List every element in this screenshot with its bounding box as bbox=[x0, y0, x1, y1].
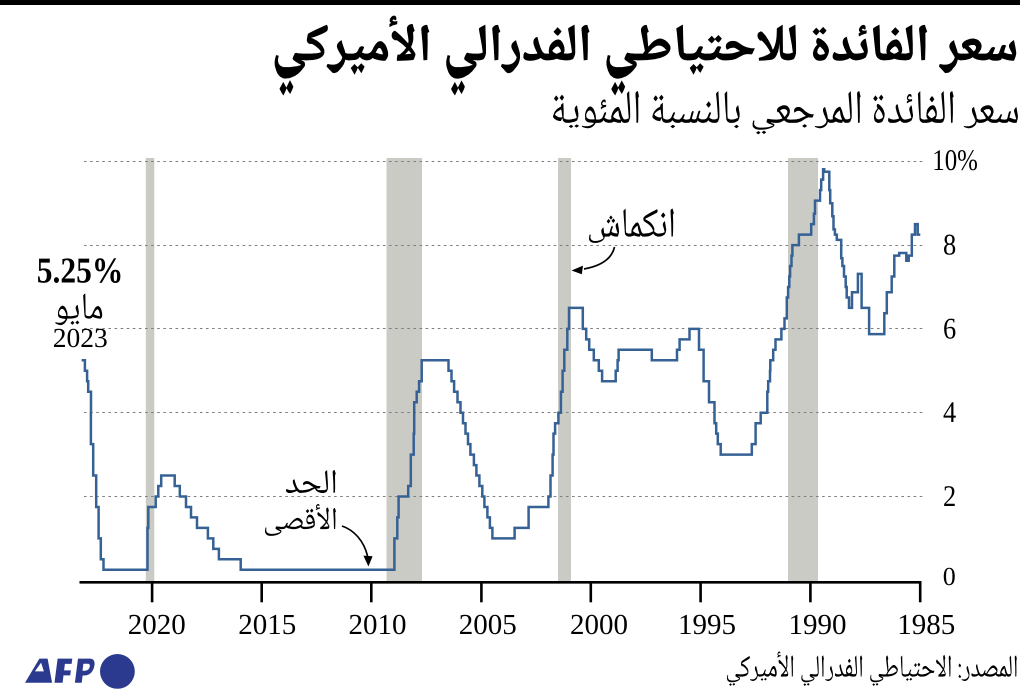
svg-text:10%: 10% bbox=[932, 144, 978, 177]
svg-text:2015: 2015 bbox=[238, 609, 296, 641]
svg-text:0: 0 bbox=[943, 562, 956, 591]
svg-text:2005: 2005 bbox=[459, 609, 517, 641]
svg-text:2023: 2023 bbox=[53, 322, 108, 353]
svg-text:2010: 2010 bbox=[349, 609, 407, 641]
svg-text:6: 6 bbox=[943, 312, 956, 345]
svg-text:1985: 1985 bbox=[897, 609, 955, 641]
svg-text:2: 2 bbox=[943, 480, 956, 513]
svg-text:1995: 1995 bbox=[678, 609, 736, 641]
svg-text:5.25%: 5.25% bbox=[37, 250, 124, 291]
svg-text:4: 4 bbox=[943, 396, 956, 429]
svg-text:2020: 2020 bbox=[128, 609, 186, 641]
svg-text:2000: 2000 bbox=[570, 609, 628, 641]
svg-text:8: 8 bbox=[943, 229, 956, 262]
svg-text:1990: 1990 bbox=[789, 609, 847, 641]
